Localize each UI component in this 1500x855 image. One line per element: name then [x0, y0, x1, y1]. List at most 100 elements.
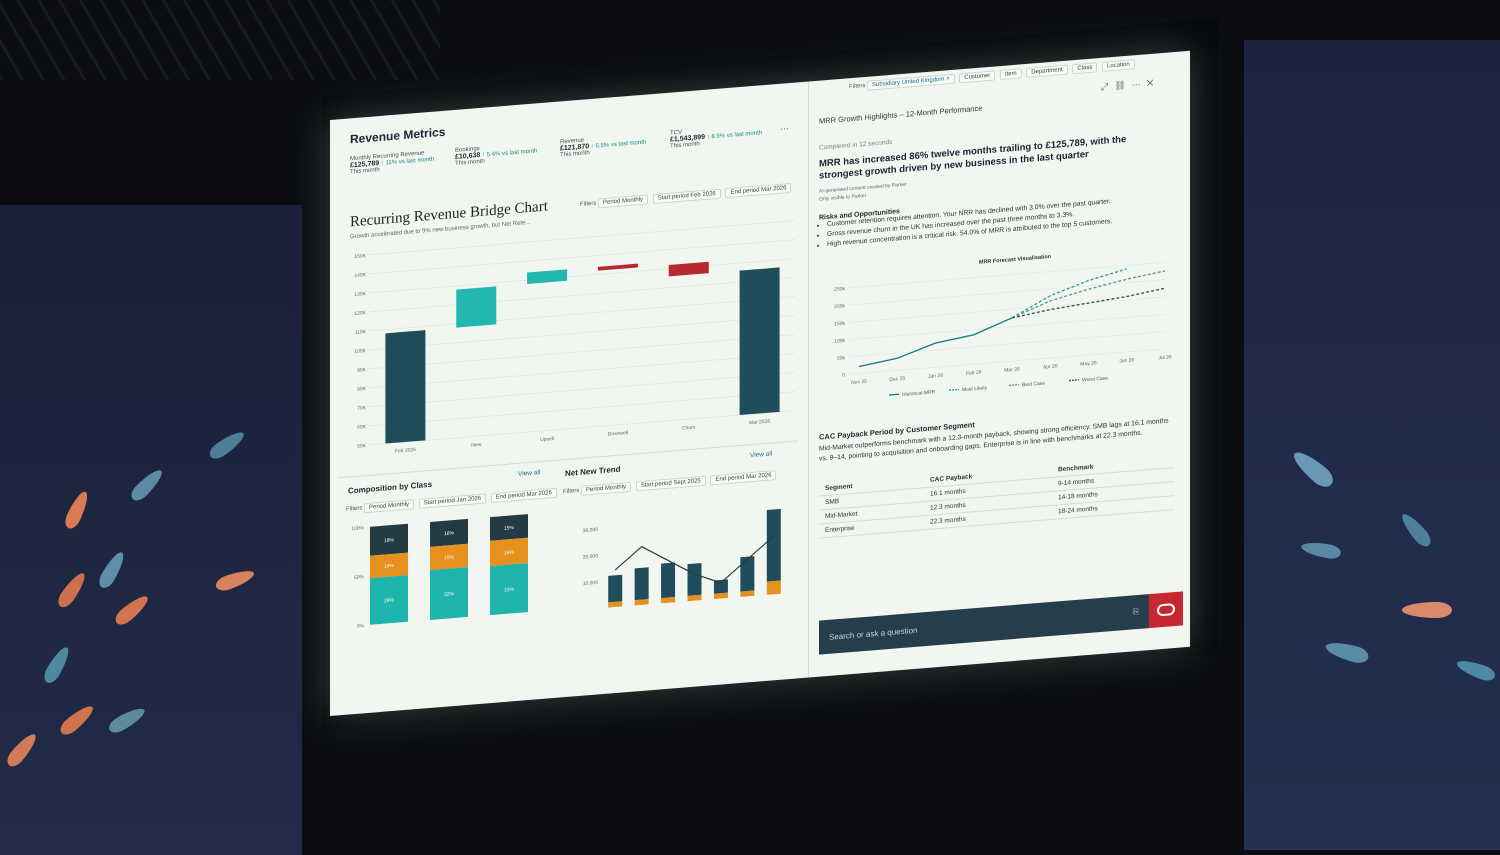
- legend-label: Historical MRR: [902, 389, 936, 398]
- data-label: 18%: [384, 537, 395, 544]
- filter-start-period[interactable]: Start period Feb 2026: [652, 188, 721, 205]
- chart-title: MRR Forecast Visualisation: [979, 254, 1052, 266]
- y-tick-label: 50%: [354, 574, 365, 581]
- cac-table: Segment CAC Payback Benchmark SMB 16.1 mo…: [819, 454, 1174, 539]
- y-tick-label: 0%: [357, 623, 365, 629]
- net-new-trend-title: Net New Trend: [565, 464, 621, 479]
- composition-view-all[interactable]: View all: [518, 469, 541, 478]
- bar: [739, 267, 780, 416]
- y-tick-label: 50k: [837, 355, 846, 362]
- legend-label: Worst Case: [1082, 375, 1108, 383]
- filter-end-period[interactable]: End period Mar 2026: [710, 470, 777, 486]
- metric-card-mrr[interactable]: Monthly Recurring Revenue £125,789 ↑ 11%…: [350, 150, 435, 176]
- bar: [687, 563, 702, 596]
- y-tick-label: 110K: [355, 329, 367, 336]
- trend-line: [614, 535, 775, 584]
- close-icon[interactable]: ×: [946, 76, 950, 83]
- leaf-decoration: [40, 644, 74, 686]
- leaf-decoration: [127, 465, 167, 505]
- x-tick-label: Feb 2026: [395, 447, 416, 455]
- x-tick-label: May 26: [1080, 360, 1097, 367]
- filter-class[interactable]: Class: [1072, 62, 1098, 75]
- filter-end-period[interactable]: End period Mar 2026: [725, 182, 792, 199]
- bar: [661, 562, 676, 599]
- y-tick-label: 150k: [834, 321, 845, 328]
- filter-start-period[interactable]: Start period Jan 2026: [418, 493, 487, 509]
- leaf-decoration: [57, 701, 97, 739]
- filter-period[interactable]: Period Monthly: [598, 194, 649, 209]
- gridline: [370, 277, 795, 313]
- assistant-button[interactable]: [1149, 591, 1183, 629]
- expand-icon[interactable]: ⤢: [1101, 80, 1115, 92]
- metric-card-revenue[interactable]: Revenue £121,870 ↑ 6.5% vs last month Th…: [560, 137, 647, 159]
- bridge-chart: 50K 60K 70K 80K 90K 100K 110K 120K 130K 140K 150K F…: [354, 220, 795, 455]
- y-tick-label: 80K: [357, 386, 367, 393]
- gridline: [849, 331, 1165, 358]
- bridge-filters: Filters Period Monthly Start period Feb …: [580, 182, 794, 210]
- stage-panel-left: [0, 205, 302, 855]
- gridline: [370, 315, 795, 351]
- attachment-icon[interactable]: ⎘: [1132, 606, 1139, 617]
- bar: [687, 594, 702, 602]
- net-new-view-all[interactable]: View all: [750, 450, 773, 460]
- stage-panel-right: [1244, 40, 1500, 850]
- more-menu-icon[interactable]: ···: [780, 123, 789, 134]
- leaf-decoration: [213, 566, 257, 594]
- x-tick-label: Apr 26: [1043, 363, 1058, 370]
- visibility-note[interactable]: Only visible to Parker: [819, 192, 867, 203]
- y-tick-label: 20,000: [583, 553, 598, 560]
- insight-title: MRR Growth Highlights – 12-Month Perform…: [819, 103, 983, 126]
- legend-label: Best Case: [1022, 380, 1045, 388]
- filter-customer[interactable]: Customer: [959, 70, 996, 84]
- y-tick-label: 60K: [357, 424, 367, 431]
- data-label: 15%: [504, 525, 515, 532]
- filter-item[interactable]: Item: [999, 68, 1022, 81]
- filter-department[interactable]: Department: [1026, 64, 1068, 78]
- series-line: [1011, 287, 1166, 319]
- data-label: 16%: [444, 530, 455, 537]
- filter-end-period[interactable]: End period Mar 2026: [490, 487, 557, 504]
- composition-title: Composition by Class: [348, 479, 433, 496]
- gridline: [370, 239, 795, 275]
- filter-period[interactable]: Period Monthly: [581, 481, 632, 496]
- ceiling-truss: [0, 0, 440, 80]
- data-label: 16%: [504, 550, 515, 557]
- x-tick-label: Mar 26: [1004, 366, 1020, 373]
- gridline: [370, 220, 795, 256]
- y-tick-label: 30,000: [583, 527, 598, 534]
- more-icon[interactable]: ⋯: [1131, 78, 1147, 90]
- search-input[interactable]: Search or ask a question ⎘: [819, 594, 1149, 655]
- metric-card-tcv[interactable]: TCV £1,543,899 ↑ 8.9% vs last month This…: [670, 129, 763, 150]
- link-icon[interactable]: ⛓: [1114, 79, 1132, 91]
- close-icon[interactable]: ✕: [1146, 77, 1160, 89]
- filter-location[interactable]: Location: [1102, 59, 1135, 72]
- metric-card-bookings[interactable]: Bookings £10,638 ↑ 5.4% vs last month Th…: [455, 145, 538, 167]
- mrr-forecast-chart: MRR Forecast Visualisation 0 50k 100k 150k 20…: [834, 254, 1172, 398]
- gridline: [849, 313, 1165, 340]
- stack-segment: [490, 514, 528, 541]
- bar: [766, 580, 781, 595]
- completed-status[interactable]: Completed in 12 seconds: [819, 138, 893, 152]
- gridline: [370, 372, 795, 408]
- y-tick-label: 120K: [354, 310, 366, 317]
- gridline: [370, 353, 795, 389]
- x-tick-label: Feb 26: [966, 370, 982, 377]
- leaf-decoration: [206, 427, 248, 463]
- x-tick-label: Churn: [682, 425, 696, 432]
- bar: [713, 592, 728, 600]
- y-tick-label: 200k: [834, 303, 845, 310]
- data-label: 32%: [444, 591, 455, 598]
- stack-segment: [430, 567, 468, 620]
- bar: [766, 508, 781, 582]
- filter-period[interactable]: Period Monthly: [364, 499, 415, 514]
- projected-screen: Revenue Metrics Monthly Recurring Revenu…: [330, 50, 1190, 717]
- x-tick-label: Jun 26: [1119, 357, 1134, 364]
- legend-swatch: [1069, 379, 1079, 382]
- series-line: [1011, 268, 1127, 319]
- gridline: [849, 279, 1165, 306]
- filter-subsidiary[interactable]: Subsidiary United Kingdom ×: [867, 73, 955, 91]
- filter-start-period[interactable]: Start period Sept 2025: [635, 475, 706, 492]
- leaf-decoration: [62, 488, 92, 532]
- panel-toolbar: ⤢⛓⋯✕: [1101, 77, 1160, 93]
- bar: [597, 263, 638, 271]
